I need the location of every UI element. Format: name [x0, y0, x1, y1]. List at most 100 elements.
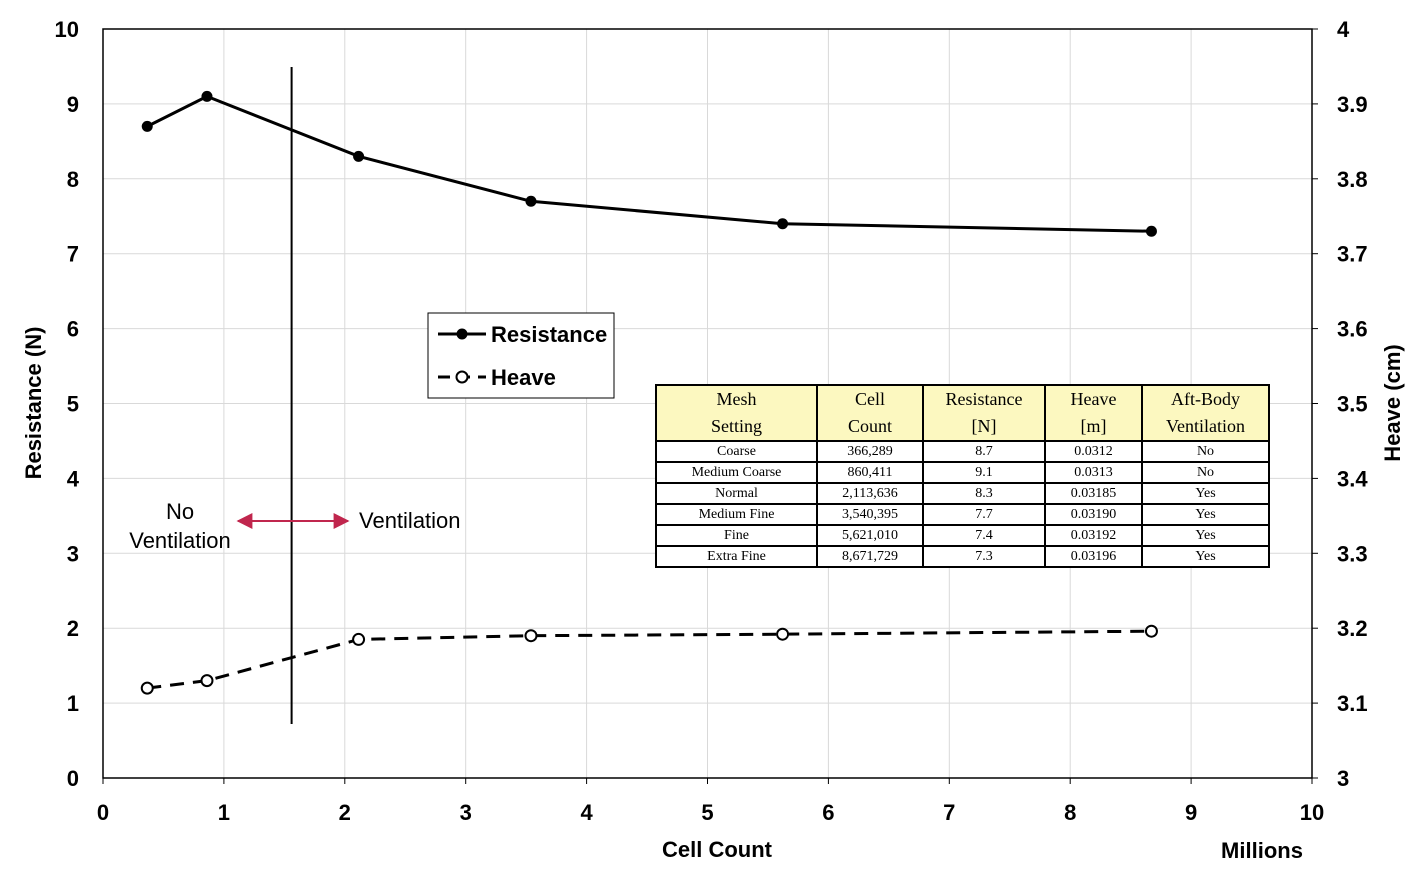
data-point-heave	[352, 632, 366, 646]
data-point-heave	[1144, 624, 1158, 638]
y-left-axis-ticks: 0 1 2 3 4 5 6 7 8 9 10	[55, 17, 80, 791]
table-cell: Extra Fine	[655, 545, 818, 568]
annotation-no-ventilation-line1: No	[166, 499, 194, 524]
y-left-axis-title: Resistance (N)	[21, 327, 46, 480]
table-cell: No	[1141, 440, 1270, 463]
x-tick-label: 8	[1064, 800, 1076, 825]
table-cell: Yes	[1141, 524, 1270, 547]
table-cell: 7.7	[922, 503, 1046, 526]
y-right-tick-label: 3	[1337, 766, 1349, 791]
data-point-heave	[140, 681, 154, 695]
legend: Resistance Heave	[427, 312, 615, 399]
legend-heave-marker	[455, 370, 469, 384]
table-cell: Yes	[1141, 545, 1270, 568]
y-left-tick-label: 3	[67, 541, 79, 566]
legend-resistance-label: Resistance	[491, 322, 607, 347]
y-right-tick-label: 3.6	[1337, 317, 1368, 342]
annotation-no-ventilation-line2: Ventilation	[129, 528, 231, 553]
x-tick-label: 10	[1300, 800, 1324, 825]
table-row: Fine 5,621,010 7.4 0.03192 Yes	[655, 524, 1270, 547]
table-cell: 5,621,010	[816, 524, 924, 547]
table-cell: Yes	[1141, 503, 1270, 526]
y-left-tick-label: 8	[67, 167, 79, 192]
x-tick-label: 4	[580, 800, 593, 825]
table-cell: Medium Fine	[655, 503, 818, 526]
y-left-tick-label: 0	[67, 766, 79, 791]
y-left-tick-label: 4	[67, 466, 80, 491]
data-point-resistance	[353, 150, 365, 162]
y-right-tick-label: 3.3	[1337, 541, 1368, 566]
y-left-tick-label: 1	[67, 691, 79, 716]
table-cell: 0.03192	[1044, 524, 1143, 547]
y-right-tick-label: 3.4	[1337, 466, 1368, 491]
data-point-resistance	[525, 195, 537, 207]
table-cell: No	[1141, 461, 1270, 484]
table-row: Medium Coarse 860,411 9.1 0.0313 No	[655, 461, 1270, 484]
y-left-tick-label: 6	[67, 317, 79, 342]
table-cell: 8.3	[922, 482, 1046, 505]
table-cell: 0.03196	[1044, 545, 1143, 568]
x-tick-label: 0	[97, 800, 109, 825]
y-right-tick-label: 3.5	[1337, 392, 1368, 417]
table-cell: 3,540,395	[816, 503, 924, 526]
series-line-resistance	[146, 94, 1152, 233]
x-tick-label: 9	[1185, 800, 1197, 825]
y-left-tick-label: 10	[55, 17, 79, 42]
legend-resistance-marker	[456, 328, 468, 340]
table-header-cell: Mesh Setting	[655, 384, 818, 442]
table-header-cell: Resistance [N]	[922, 384, 1046, 442]
x-axis-ticks: 0 1 2 3 4 5 6 7 8 9 10	[97, 778, 1324, 825]
data-point-resistance	[777, 218, 789, 230]
y-left-tick-label: 7	[67, 242, 79, 267]
table-cell: Normal	[655, 482, 818, 505]
mesh-table: Mesh Setting Cell Count Resistance [N] Heav…	[655, 384, 1270, 568]
table-cell: 0.03185	[1044, 482, 1143, 505]
table-cell: Yes	[1141, 482, 1270, 505]
series-line-heave	[147, 629, 1152, 690]
y-right-tick-label: 3.2	[1337, 616, 1368, 641]
table-cell: Medium Coarse	[655, 461, 818, 484]
annotation-ventilation: Ventilation	[359, 508, 461, 533]
table-header-cell: Aft-Body Ventilation	[1141, 384, 1270, 442]
table-row: Medium Fine 3,540,395 7.7 0.03190 Yes	[655, 503, 1270, 526]
x-axis-unit-label: Millions	[1221, 838, 1303, 863]
table-cell: Fine	[655, 524, 818, 547]
data-point-heave	[776, 627, 790, 641]
table-row: Extra Fine 8,671,729 7.3 0.03196 Yes	[655, 545, 1270, 568]
table-header-row: Mesh Setting Cell Count Resistance [N] Heav…	[655, 384, 1270, 442]
data-point-heave	[524, 629, 538, 643]
x-tick-label: 3	[460, 800, 472, 825]
legend-box	[427, 312, 615, 399]
data-point-heave	[200, 674, 214, 688]
y-right-axis-title: Heave (cm)	[1380, 344, 1405, 461]
y-right-tick-label: 3.1	[1337, 691, 1368, 716]
table-cell: 8,671,729	[816, 545, 924, 568]
y-right-tick-label: 4	[1337, 17, 1350, 42]
x-axis-title: Cell Count	[662, 837, 773, 862]
x-tick-label: 1	[218, 800, 230, 825]
x-tick-label: 5	[701, 800, 713, 825]
y-right-tick-label: 3.9	[1337, 92, 1368, 117]
table-cell: 2,113,636	[816, 482, 924, 505]
table-header-cell: Cell Count	[816, 384, 924, 442]
table-cell: 7.3	[922, 545, 1046, 568]
table-cell: 0.0313	[1044, 461, 1143, 484]
table-cell: 8.7	[922, 440, 1046, 463]
table-header-cell: Heave [m]	[1044, 384, 1143, 442]
x-tick-label: 6	[822, 800, 834, 825]
table-cell: 366,289	[816, 440, 924, 463]
y-right-tick-label: 3.8	[1337, 167, 1368, 192]
y-left-tick-label: 5	[67, 392, 79, 417]
table-row: Normal 2,113,636 8.3 0.03185 Yes	[655, 482, 1270, 505]
y-left-tick-label: 9	[67, 92, 79, 117]
data-point-resistance	[1145, 225, 1157, 237]
y-right-axis-ticks: 3 3.1 3.2 3.3 3.4 3.5 3.6 3.7 3.8 3.9 4	[1312, 17, 1368, 791]
x-tick-label: 7	[943, 800, 955, 825]
table-cell: Coarse	[655, 440, 818, 463]
table-cell: 9.1	[922, 461, 1046, 484]
table-cell: 7.4	[922, 524, 1046, 547]
table-cell: 0.03190	[1044, 503, 1143, 526]
table-cell: 860,411	[816, 461, 924, 484]
data-point-resistance	[141, 120, 153, 132]
